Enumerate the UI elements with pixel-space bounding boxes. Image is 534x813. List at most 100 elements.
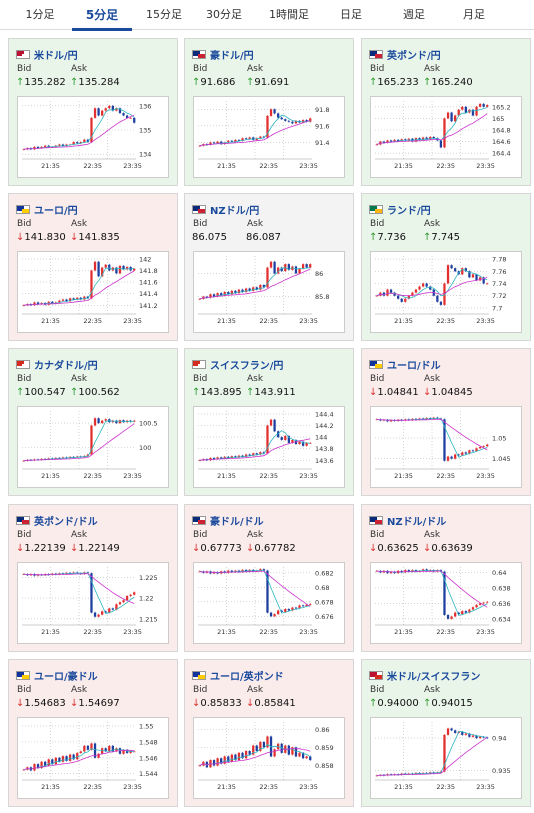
candle-body xyxy=(277,431,280,438)
rate-panel[interactable]: 米ドル/円 Bid Ask ↑135.282 ↑135.284 136 135 134 21:3… xyxy=(8,38,178,186)
currency-pair-name[interactable]: 英ポンド/円 xyxy=(387,51,441,62)
x-tick-label: 23:35 xyxy=(123,472,142,480)
currency-pair-name[interactable]: スイスフラン/円 xyxy=(210,361,284,372)
arrow-up-icon: ↑ xyxy=(192,77,201,88)
price-chart[interactable]: 142 141.8 141.6 141.4 141.2 21:35 22:35 23:35 xyxy=(17,251,169,333)
tab-5[interactable]: 日足 xyxy=(340,8,362,21)
currency-pair-name[interactable]: NZドル/円 xyxy=(210,206,260,217)
candle-body xyxy=(61,144,65,146)
price-chart[interactable]: 91.8 91.6 91.4 21:35 22:35 23:35 xyxy=(193,96,345,178)
candle-body xyxy=(280,117,283,120)
price-chart[interactable]: 86 85.8 21:35 22:35 23:35 xyxy=(193,251,345,333)
candle-body xyxy=(262,452,266,454)
price-chart[interactable]: 0.86 0.859 0.858 21:35 22:35 23:35 xyxy=(193,717,345,799)
currency-pair-name[interactable]: 豪ドル/ドル xyxy=(210,517,264,528)
rate-panel[interactable]: 米ドル/スイスフラン Bid Ask ↑0.94000 ↑0.94015 0.94 0.93… xyxy=(361,659,531,807)
rate-panel[interactable]: 英ポンド/ドル Bid Ask ↓1.22139 ↓1.22149 1.225 1.22 1.… xyxy=(8,504,178,652)
candle-body xyxy=(104,748,107,752)
arrow-down-icon: ↓ xyxy=(16,543,25,554)
tab-2[interactable]: 15分足 xyxy=(146,8,182,21)
candle-body xyxy=(86,454,90,456)
tab-7[interactable]: 月足 xyxy=(463,8,485,21)
rate-panel[interactable]: 豪ドル/円 Bid Ask ↑91.686 ↑91.691 91.8 91.6 91.4 21:… xyxy=(184,38,354,186)
rate-panel[interactable]: NZドル/ドル Bid Ask ↓0.63625 ↓0.63639 0.64 0.638 0.… xyxy=(361,504,531,652)
rate-panel[interactable]: ユーロ/ドル Bid Ask ↓1.04841 ↓1.04845 1.05 1.045 21:… xyxy=(361,348,531,496)
candle-body xyxy=(237,289,241,294)
rate-panel[interactable]: ユーロ/豪ドル Bid Ask ↓1.54683 ↓1.54697 1.55 1.548 1.… xyxy=(8,659,178,807)
candle-body xyxy=(47,145,50,147)
currency-pair-name[interactable]: ランド/円 xyxy=(387,206,431,217)
y-tick-label: 7.74 xyxy=(492,280,506,288)
price-chart[interactable]: 0.94 0.935 21:35 22:35 23:35 xyxy=(370,717,522,799)
ask-label: Ask xyxy=(247,64,264,74)
currency-pair-name[interactable]: 米ドル/円 xyxy=(34,51,78,62)
bid-label: Bid xyxy=(193,64,208,74)
candle-body xyxy=(97,418,100,424)
bid-price: 143.895 xyxy=(200,387,242,398)
price-chart[interactable]: 1.225 1.22 1.215 21:35 22:35 23:35 xyxy=(17,562,169,644)
candle-body xyxy=(97,108,100,116)
candle-body xyxy=(443,571,446,615)
candle-body xyxy=(443,118,446,148)
ask-price: 0.63639 xyxy=(431,543,473,554)
price-chart[interactable]: 7.78 7.76 7.74 7.72 7.7 21:35 22:35 23:35 xyxy=(370,251,522,333)
ma-long-line xyxy=(199,268,311,300)
price-chart[interactable]: 136 135 134 21:35 22:35 23:35 xyxy=(17,96,169,178)
price-chart[interactable]: 1.55 1.548 1.546 1.544 21:35 22:35 23:35 xyxy=(17,717,169,799)
candle-body xyxy=(418,138,421,140)
rate-panel[interactable]: ランド/円 Bid Ask ↑7.736 ↑7.745 7.78 7.76 7.74 7.72 7… xyxy=(361,193,531,341)
rate-panel[interactable]: ユーロ/円 Bid Ask ↓141.830 ↓141.835 142 141.8 141.6… xyxy=(8,193,178,341)
currency-pair-name[interactable]: ユーロ/英ポンド xyxy=(210,672,284,683)
bid-value: ↓1.22139 xyxy=(16,543,66,554)
tab-4[interactable]: 1時間足 xyxy=(269,8,309,21)
candle-body xyxy=(486,601,489,603)
candle-body xyxy=(464,733,467,735)
y-tick-label: 91.8 xyxy=(315,106,329,114)
rate-panel[interactable]: スイスフラン/円 Bid Ask ↑143.895 ↑143.911 144.4 144.2… xyxy=(184,348,354,496)
bid-label: Bid xyxy=(193,374,208,384)
price-chart[interactable]: 0.682 0.68 0.678 0.676 21:35 22:35 23:35 xyxy=(193,562,345,644)
arrow-down-icon: ↓ xyxy=(16,698,25,709)
candle-body xyxy=(129,594,132,596)
currency-pair-name[interactable]: NZドル/ドル xyxy=(387,517,447,528)
candle-body xyxy=(129,117,132,119)
rate-panel[interactable]: NZドル/円 Bid Ask 86.075 86.087 86 85.8 21:35 22:35… xyxy=(184,193,354,341)
price-chart[interactable]: 1.05 1.045 21:35 22:35 23:35 xyxy=(370,406,522,488)
price-chart[interactable]: 0.64 0.638 0.636 0.634 21:35 22:35 23:35 xyxy=(370,562,522,644)
candle-body xyxy=(262,741,266,748)
bid-value: 86.075 xyxy=(192,232,227,243)
rate-panel[interactable]: カナダドル/円 Bid Ask ↑100.547 ↑100.562 100.5 100 21:… xyxy=(8,348,178,496)
candle-body xyxy=(248,288,251,291)
currency-pair-name[interactable]: ユーロ/ドル xyxy=(387,361,441,372)
price-chart[interactable]: 165.2 165 164.8 164.6 164.4 21:35 22:35 23:35 xyxy=(370,96,522,178)
rate-panel[interactable]: ユーロ/英ポンド Bid Ask ↓0.85833 ↓0.85841 0.86 0.859 0… xyxy=(184,659,354,807)
price-chart[interactable]: 100.5 100 21:35 22:35 23:35 xyxy=(17,406,169,488)
candle-body xyxy=(301,752,305,759)
candle-body xyxy=(104,108,107,111)
candle-body xyxy=(429,418,432,419)
currency-pair-name[interactable]: 米ドル/スイスフラン xyxy=(387,672,481,683)
candle-body xyxy=(115,108,118,111)
currency-pair-name[interactable]: ユーロ/豪ドル xyxy=(34,672,98,683)
currency-pair-name[interactable]: 豪ドル/円 xyxy=(210,51,254,62)
tab-0[interactable]: 1分足 xyxy=(25,8,55,21)
candle-body xyxy=(429,286,432,290)
currency-pair-name[interactable]: カナダドル/円 xyxy=(34,361,98,372)
candle-body xyxy=(51,759,54,765)
candle-body xyxy=(266,267,269,288)
rate-panel[interactable]: 豪ドル/ドル Bid Ask ↓0.67773 ↓0.67782 0.682 0.68 0.6… xyxy=(184,504,354,652)
rate-panel[interactable]: 英ポンド/円 Bid Ask ↑165.233 ↑165.240 165.2 165 164.… xyxy=(361,38,531,186)
candle-body xyxy=(65,299,68,302)
ask-price: 1.54697 xyxy=(78,698,120,709)
tab-3[interactable]: 30分足 xyxy=(206,8,242,21)
price-chart[interactable]: 144.4 144.2 144 143.8 143.6 21:35 22:35 23:35 xyxy=(193,406,345,488)
x-tick-label: 21:35 xyxy=(394,783,413,791)
candle-body xyxy=(414,418,418,420)
arrow-up-icon: ↑ xyxy=(423,232,432,243)
candle-body xyxy=(259,452,262,455)
tab-1[interactable]: 5分足 xyxy=(72,0,132,31)
tab-6[interactable]: 週足 xyxy=(403,8,425,21)
candle-body xyxy=(421,569,425,571)
currency-pair-name[interactable]: ユーロ/円 xyxy=(34,206,78,217)
currency-pair-name[interactable]: 英ポンド/ドル xyxy=(34,517,98,528)
